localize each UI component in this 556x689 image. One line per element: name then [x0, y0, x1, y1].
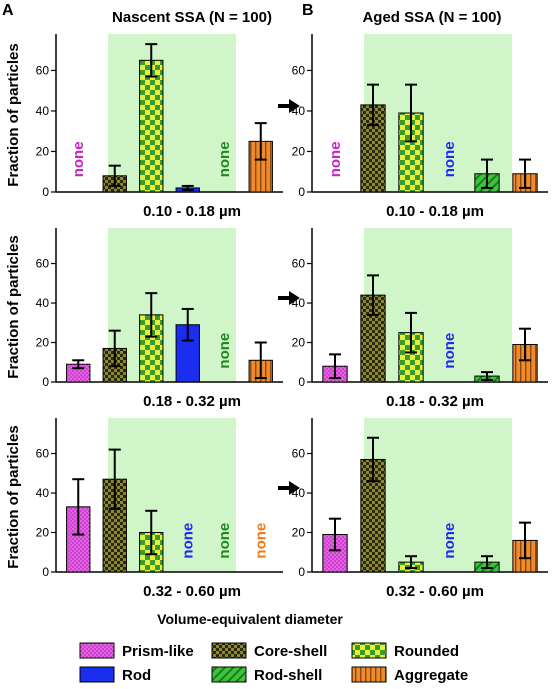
bar-rounded — [139, 59, 164, 193]
y-tick-label: 60 — [292, 447, 306, 461]
legend-label-rod: Rod — [122, 667, 151, 684]
y-tick-label: 0 — [42, 185, 49, 199]
size-range-highlight — [108, 418, 236, 572]
bar-rounded — [398, 332, 424, 383]
legend: Prism-like Core-shell Rounded Rod Rod-shell A… — [79, 642, 468, 684]
legend-label-core: Core-shell — [254, 643, 327, 660]
none-label: none — [327, 141, 344, 177]
y-tick-label: 0 — [298, 185, 305, 199]
y-tick-label: 20 — [36, 144, 50, 158]
panel-3: 0 20 40 60 none 0.18 - 0.32 µm Fraction of par… — [5, 228, 283, 410]
size-bin-label: 0.10 - 0.18 µm — [143, 203, 241, 220]
y-tick-label: 40 — [36, 104, 50, 118]
legend-swatch-aggregate — [351, 666, 387, 683]
arrow-head — [289, 481, 300, 495]
y-tick-label: 60 — [36, 447, 50, 461]
size-bin-label: 0.32 - 0.60 µm — [143, 583, 241, 600]
size-bin-label: 0.10 - 0.18 µm — [386, 203, 484, 220]
y-tick-label: 20 — [36, 526, 50, 540]
y-axis-label: Fraction of particles — [5, 235, 22, 378]
y-tick-label: 0 — [298, 375, 305, 389]
y-tick-label: 20 — [36, 336, 50, 350]
legend-label-rodshell: Rod-shell — [254, 667, 322, 684]
size-range-highlight — [364, 34, 512, 192]
y-tick-label: 20 — [292, 526, 306, 540]
size-range-highlight — [108, 34, 236, 192]
none-label: none — [70, 141, 87, 177]
panel-1: 0 20 40 60 none none 0.10 - 0.18 µm Fraction of… — [5, 34, 283, 220]
y-tick-label: 60 — [36, 63, 50, 77]
panel-letter-a: A — [2, 2, 14, 19]
size-bin-label: 0.18 - 0.32 µm — [386, 393, 484, 410]
size-range-highlight — [364, 418, 512, 572]
y-tick-label: 0 — [298, 565, 305, 579]
y-tick-label: 20 — [292, 336, 306, 350]
none-label: none — [441, 523, 458, 559]
y-tick-label: 60 — [292, 257, 306, 271]
size-bin-label: 0.18 - 0.32 µm — [143, 393, 241, 410]
size-range-highlight — [364, 228, 512, 382]
size-range-highlight — [108, 228, 236, 382]
none-label: none — [441, 141, 458, 177]
legend-swatch-rodshell — [211, 666, 247, 683]
none-label: none — [441, 333, 458, 369]
y-axis-label: Fraction of particles — [5, 43, 22, 186]
column-title-nascent: Nascent SSA (N = 100) — [112, 9, 272, 26]
x-axis-label: Volume-equivalent diameter — [157, 611, 343, 627]
chart-panels: 0 20 40 60 none none 0.10 - 0.18 µm Fraction of… — [5, 34, 548, 600]
y-tick-label: 60 — [292, 63, 306, 77]
y-axis-label: Fraction of particles — [5, 425, 22, 568]
y-tick-label: 0 — [42, 565, 49, 579]
none-label: none — [180, 523, 197, 559]
legend-swatch-core — [211, 642, 247, 659]
y-tick-label: 0 — [42, 375, 49, 389]
none-label: none — [216, 333, 233, 369]
y-tick-label: 40 — [36, 486, 50, 500]
legend-swatch-rounded — [351, 642, 387, 659]
y-tick-label: 20 — [292, 144, 306, 158]
column-title-aged: Aged SSA (N = 100) — [362, 9, 501, 26]
legend-swatch-rod — [79, 666, 115, 683]
arrow-head — [289, 99, 300, 113]
none-label: none — [253, 523, 270, 559]
none-label: none — [216, 141, 233, 177]
legend-label-prism: Prism-like — [122, 643, 194, 660]
legend-swatch-prism — [79, 642, 115, 659]
legend-label-rounded: Rounded — [394, 643, 459, 660]
size-bin-label: 0.32 - 0.60 µm — [386, 583, 484, 600]
arrow-head — [289, 291, 300, 305]
y-tick-label: 40 — [36, 296, 50, 310]
legend-label-aggregate: Aggregate — [394, 667, 468, 684]
panel-5: 0 20 40 60 none none none 0.32 - 0.60 µm Fractio… — [5, 418, 283, 600]
y-tick-label: 60 — [36, 257, 50, 271]
none-label: none — [216, 523, 233, 559]
panel-letter-b: B — [302, 2, 314, 19]
